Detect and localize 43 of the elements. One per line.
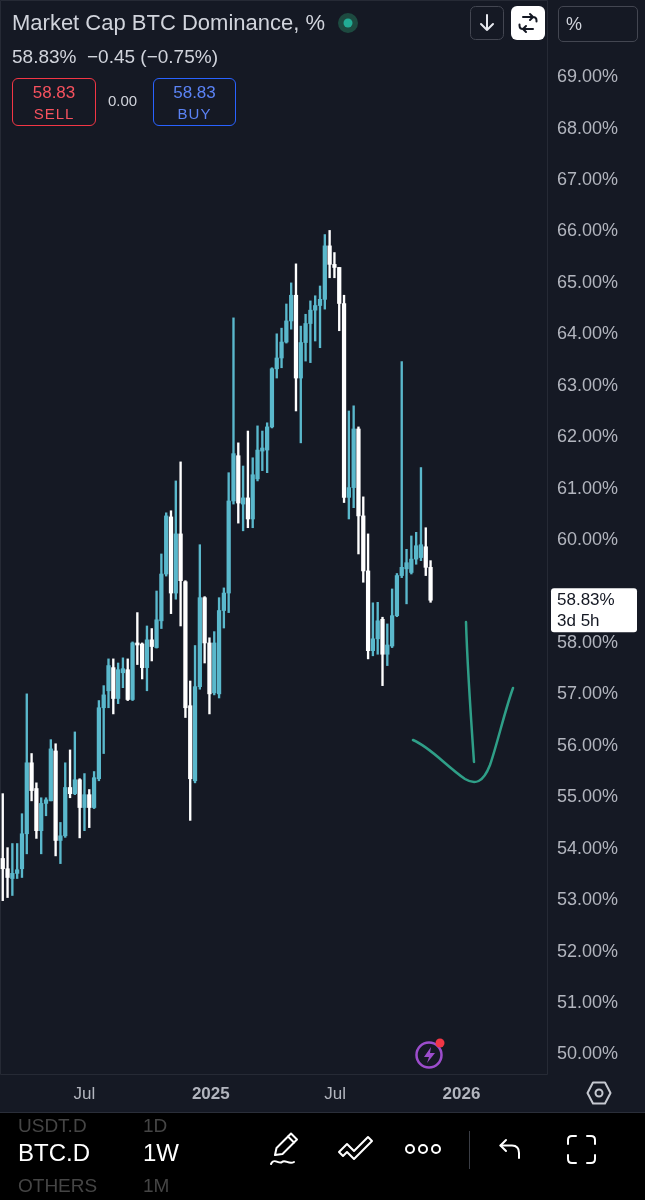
- sell-button: 58.83 SELL: [12, 78, 96, 126]
- buy-button: 58.83 BUY: [153, 78, 236, 126]
- y-tick-label: 67.00%: [557, 168, 619, 189]
- annotation: 58.83: [172, 83, 217, 103]
- text: BTC.D: [18, 1139, 90, 1167]
- text: USDT.D: [18, 1115, 87, 1137]
- y-tick-label: 64.00%: [557, 323, 619, 344]
- y-tick-label: 50.00%: [557, 1043, 619, 1064]
- y-tick-label: 52.00%: [557, 940, 619, 961]
- x-tick-label: Jul: [73, 1083, 96, 1103]
- annotation: 0.00: [108, 92, 138, 109]
- candlestick: [10, 843, 15, 896]
- y-tick-label: 62.00%: [557, 426, 619, 447]
- y-tick-label: 60.00%: [557, 529, 619, 550]
- annotation: SELL: [32, 105, 76, 122]
- text: OTHERS: [18, 1175, 98, 1197]
- text: 58.83% −0.45 (−0.75%): [12, 46, 218, 68]
- y-tick-label: 65.00%: [557, 271, 619, 292]
- y-tick-label: 51.00%: [557, 991, 619, 1012]
- text: 58.83%: [557, 589, 615, 609]
- text: 1D: [143, 1115, 168, 1137]
- text: 1M: [143, 1175, 170, 1197]
- y-tick-label: 61.00%: [557, 477, 619, 498]
- x-tick-label: 2026: [442, 1083, 481, 1103]
- y-tick-label: 57.00%: [557, 683, 619, 704]
- y-tick-label: 69.00%: [557, 66, 619, 87]
- x-tick-label: Jul: [324, 1083, 346, 1103]
- y-tick-label: 53.00%: [557, 889, 619, 910]
- candlestick: [82, 773, 87, 832]
- text: 3d 5h: [557, 610, 600, 630]
- y-tick-label: 56.00%: [557, 734, 619, 755]
- y-tick-label: 58.00%: [557, 631, 619, 652]
- y-tick-label: 55.00%: [557, 786, 619, 807]
- y-tick-label: 66.00%: [557, 220, 619, 241]
- y-tick-label: 68.00%: [557, 117, 619, 138]
- annotation: BUY: [176, 105, 213, 122]
- annotation: 58.83: [31, 83, 77, 103]
- y-tick-label: 54.00%: [557, 837, 619, 858]
- text: 1W: [143, 1139, 179, 1167]
- input-field: %: [558, 6, 638, 42]
- y-tick-label: 63.00%: [557, 374, 619, 395]
- chart-title: Market Cap BTC Dominance, %: [12, 10, 325, 36]
- x-tick-label: 2025: [191, 1083, 230, 1103]
